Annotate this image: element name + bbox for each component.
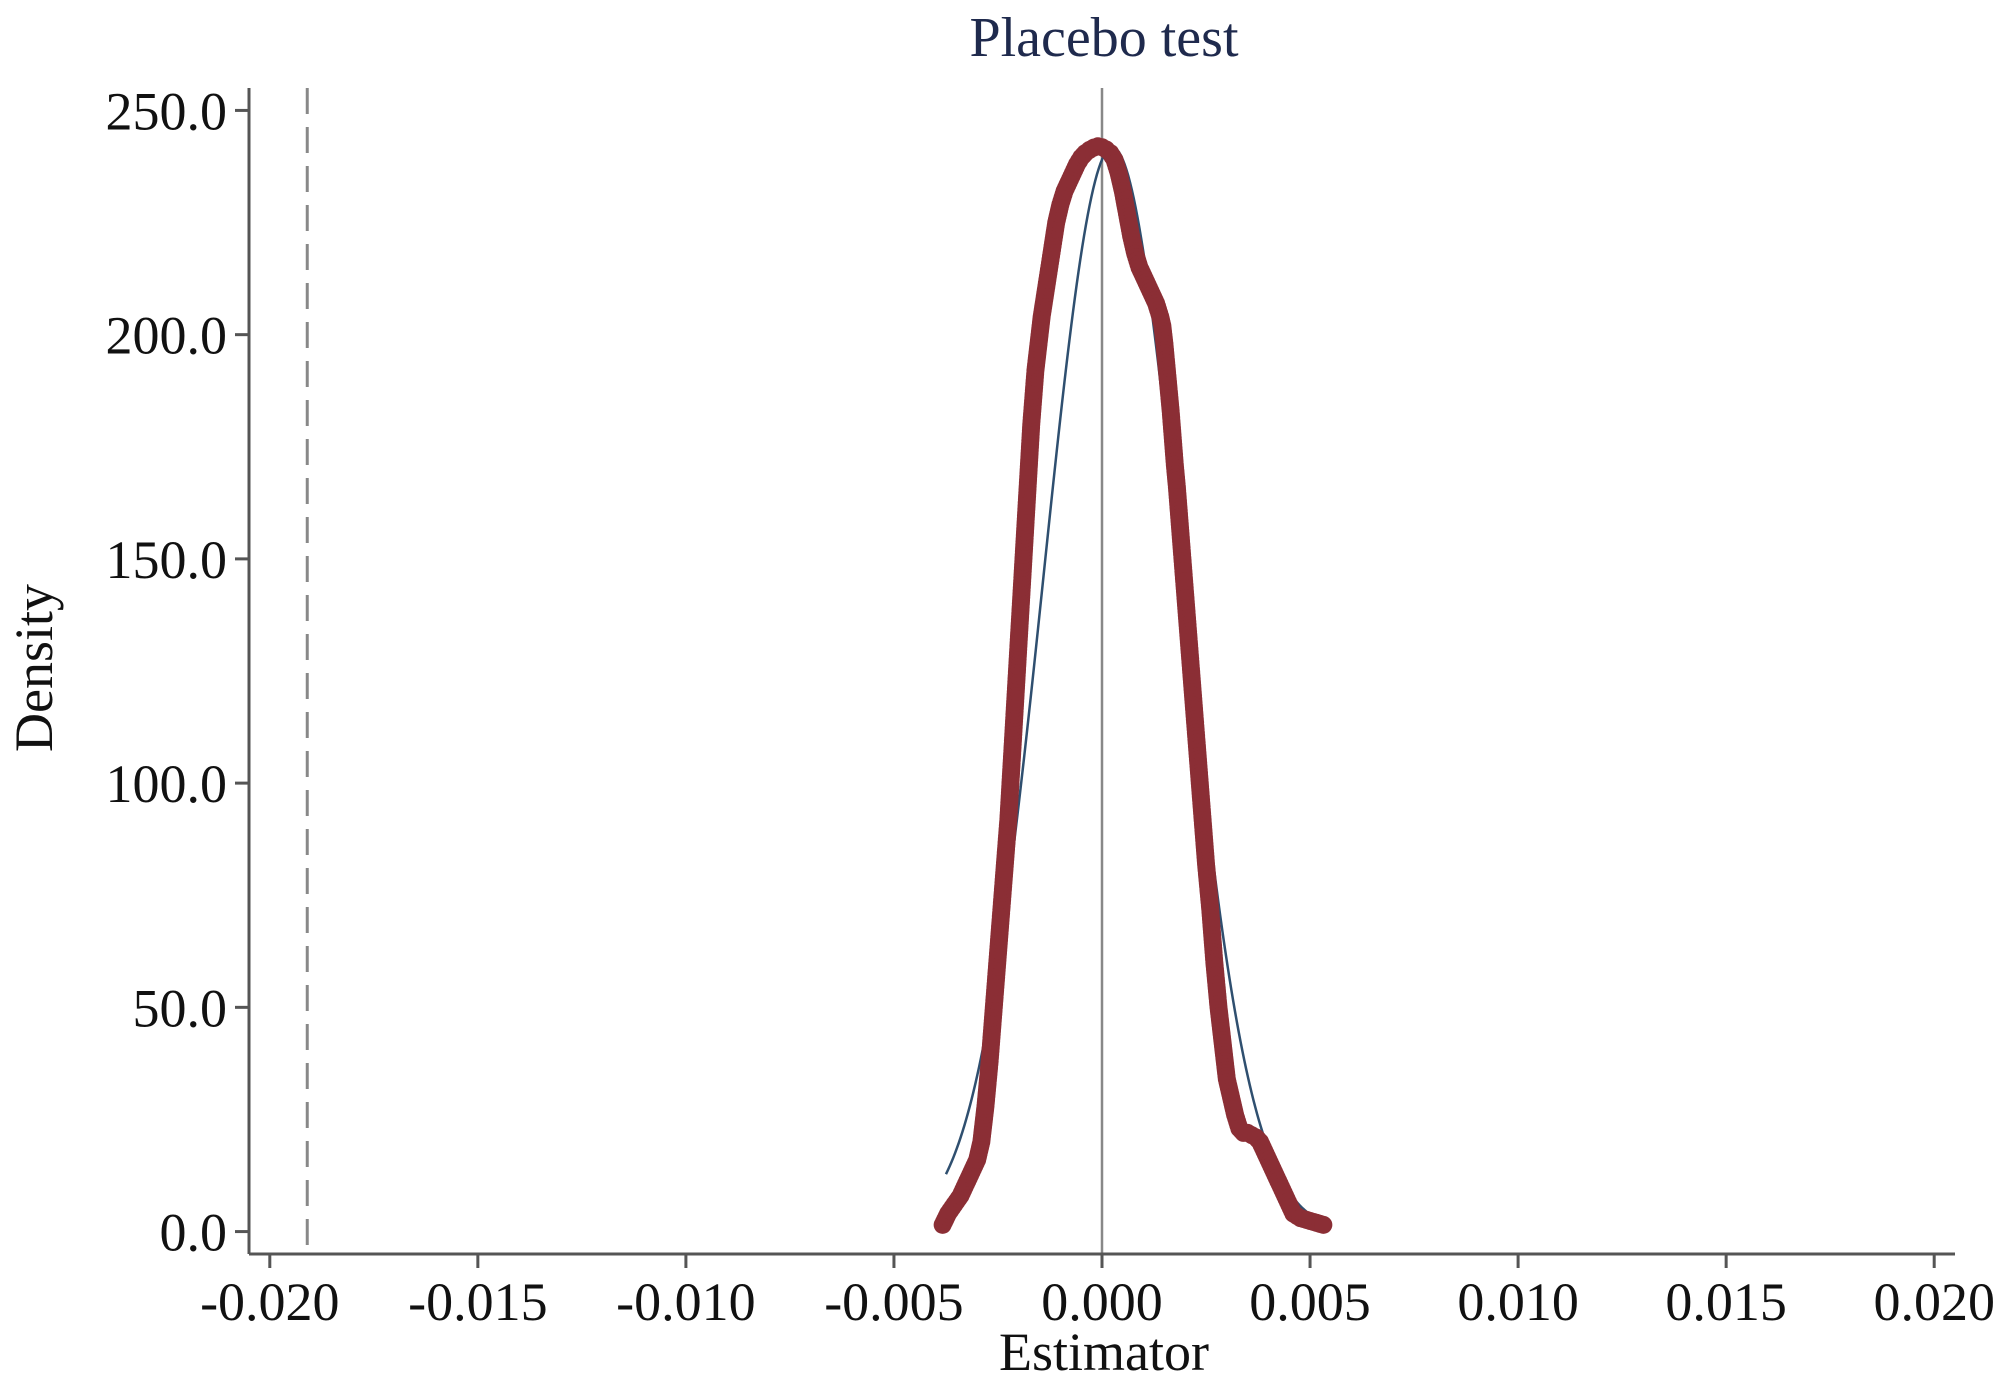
- x-axis-title: Estimator: [999, 1322, 1209, 1382]
- y-tick-label: 100.0: [106, 754, 228, 814]
- normal-density-curve: [944, 146, 1315, 1219]
- x-tick-label: 0.010: [1457, 1272, 1579, 1332]
- x-tick-label: 0.005: [1249, 1272, 1371, 1332]
- density-points-series: [933, 137, 1333, 1234]
- x-tick-label: 0.020: [1873, 1272, 1995, 1332]
- x-tick-label: 0.015: [1665, 1272, 1787, 1332]
- y-tick-label: 250.0: [106, 81, 228, 141]
- x-axis-ticks: -0.020 -0.015 -0.010 -0.005 0.000 0.005 0.010 0…: [200, 1254, 1995, 1332]
- x-tick-label: -0.015: [408, 1272, 547, 1332]
- chart-title: Placebo test: [969, 7, 1238, 69]
- y-axis-ticks: 0.0 50.0 100.0 150.0 200.0 250.0: [106, 81, 249, 1263]
- density-point: [1314, 1215, 1333, 1234]
- y-tick-label: 50.0: [133, 978, 228, 1038]
- x-tick-label: -0.010: [616, 1272, 755, 1332]
- x-tick-label: -0.020: [200, 1272, 339, 1332]
- x-tick-label: -0.005: [824, 1272, 963, 1332]
- x-tick-label: 0.000: [1041, 1272, 1163, 1332]
- y-tick-label: 150.0: [106, 530, 228, 590]
- y-axis-title: Density: [4, 584, 64, 752]
- y-tick-label: 200.0: [106, 306, 228, 366]
- reference-lines: [305, 88, 1104, 1254]
- normal-curve-series: [944, 146, 1315, 1219]
- y-tick-label: 0.0: [160, 1203, 228, 1263]
